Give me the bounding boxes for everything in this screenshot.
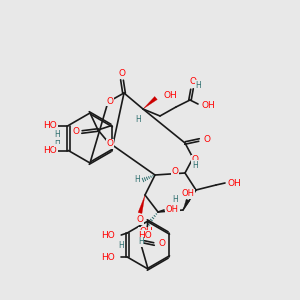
Text: HO: HO (44, 146, 57, 155)
Text: H: H (138, 238, 144, 247)
Text: OH: OH (163, 92, 177, 100)
Text: H: H (118, 241, 124, 250)
Text: O: O (118, 68, 125, 77)
Text: OH: OH (202, 100, 216, 109)
Text: HO: HO (138, 230, 152, 239)
Text: H: H (134, 176, 140, 184)
Text: O: O (136, 215, 143, 224)
Text: OH: OH (182, 190, 194, 199)
Text: H: H (55, 130, 60, 139)
Text: OH: OH (139, 227, 153, 236)
Text: H: H (172, 196, 178, 205)
Text: O: O (203, 134, 211, 143)
Text: H: H (118, 244, 124, 253)
Polygon shape (143, 97, 157, 109)
Text: HO: HO (101, 253, 115, 262)
Polygon shape (183, 199, 190, 210)
Text: H: H (192, 160, 198, 169)
Text: O: O (158, 239, 166, 248)
Text: O: O (106, 140, 113, 148)
Text: O: O (73, 128, 80, 136)
Text: HO: HO (101, 230, 115, 239)
Text: H: H (55, 137, 60, 146)
Polygon shape (138, 195, 145, 214)
Text: OH: OH (228, 178, 242, 188)
Text: HO: HO (44, 121, 57, 130)
Text: OH: OH (166, 206, 179, 214)
Text: O: O (172, 167, 178, 176)
Text: O: O (106, 97, 113, 106)
Text: O: O (191, 155, 199, 164)
Text: H: H (135, 115, 141, 124)
Text: H: H (195, 80, 201, 89)
Text: O: O (190, 76, 196, 85)
